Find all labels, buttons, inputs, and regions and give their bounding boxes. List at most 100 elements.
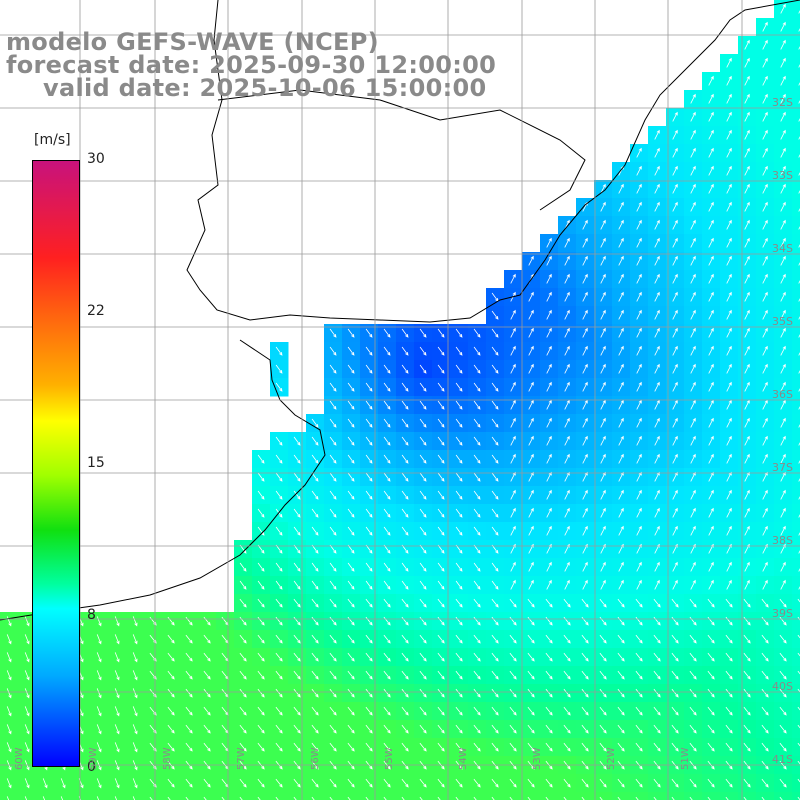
wind-vector bbox=[509, 670, 517, 680]
wind-vector bbox=[455, 400, 463, 410]
wind-vector bbox=[275, 796, 279, 800]
wind-vector bbox=[636, 309, 642, 320]
wind-vector bbox=[437, 778, 445, 788]
wind-vector bbox=[491, 670, 499, 680]
wind-vector bbox=[725, 688, 733, 698]
wind-vector bbox=[744, 219, 750, 230]
wind-vector bbox=[671, 652, 679, 662]
wind-vector bbox=[726, 75, 732, 86]
wind-vector bbox=[798, 352, 800, 356]
wind-vector bbox=[293, 508, 301, 518]
wind-vector bbox=[744, 57, 750, 68]
wind-vector bbox=[798, 10, 800, 14]
field-cell bbox=[792, 378, 800, 397]
wind-vector bbox=[510, 525, 516, 536]
wind-vector bbox=[617, 688, 625, 698]
wind-vector bbox=[383, 508, 391, 518]
wind-vector bbox=[618, 237, 624, 248]
wind-vector bbox=[491, 508, 499, 518]
field-cell bbox=[792, 306, 800, 325]
wind-vector bbox=[798, 172, 800, 176]
wind-vector bbox=[383, 778, 391, 788]
wind-vector bbox=[780, 363, 786, 374]
wind-vector bbox=[546, 237, 552, 248]
wind-vector bbox=[329, 472, 337, 482]
wind-vector bbox=[671, 742, 679, 752]
wind-vector bbox=[761, 670, 769, 680]
wind-vector bbox=[654, 453, 660, 464]
field-cell bbox=[684, 792, 703, 800]
wind-vector bbox=[564, 381, 570, 392]
wind-vector bbox=[275, 562, 283, 572]
field-cell bbox=[792, 738, 800, 757]
wind-vector bbox=[600, 255, 606, 266]
wind-vector bbox=[311, 634, 319, 644]
field-cell bbox=[792, 558, 800, 577]
wind-vector bbox=[744, 165, 750, 176]
wind-vector bbox=[581, 742, 589, 752]
wind-vector bbox=[347, 508, 355, 518]
wind-vector bbox=[24, 778, 30, 789]
wind-vector bbox=[708, 579, 714, 590]
wind-vector bbox=[383, 454, 391, 464]
wind-vector bbox=[275, 472, 283, 482]
wind-vector bbox=[563, 670, 571, 680]
wind-vector bbox=[311, 580, 319, 590]
lat-label: 35S bbox=[772, 315, 793, 328]
field-cell bbox=[270, 792, 289, 800]
wind-vector bbox=[275, 598, 283, 608]
wind-vector bbox=[635, 796, 639, 800]
wind-vector bbox=[528, 417, 534, 428]
wind-vector bbox=[672, 183, 678, 194]
wind-vector bbox=[798, 226, 800, 230]
wind-vector bbox=[708, 345, 714, 356]
wind-vector bbox=[329, 778, 337, 788]
wind-vector bbox=[239, 706, 247, 716]
wind-vector bbox=[635, 616, 643, 626]
wind-vector bbox=[365, 382, 373, 392]
wind-vector bbox=[510, 435, 516, 446]
wind-vector bbox=[636, 381, 642, 392]
wind-vector bbox=[780, 93, 786, 104]
wind-vector bbox=[455, 472, 463, 482]
wind-vector bbox=[762, 183, 768, 194]
wind-vector bbox=[762, 201, 768, 212]
wind-vector bbox=[582, 381, 588, 392]
wind-vector bbox=[636, 399, 642, 410]
wind-vector bbox=[329, 634, 337, 644]
wind-vector bbox=[726, 507, 732, 518]
wind-vector bbox=[203, 778, 211, 788]
field-cell bbox=[504, 792, 523, 800]
wind-vector bbox=[24, 724, 30, 735]
wind-vector bbox=[528, 363, 534, 374]
wind-vector bbox=[329, 382, 337, 392]
wind-vector bbox=[690, 237, 696, 248]
wind-vector bbox=[257, 652, 265, 662]
field-cell bbox=[54, 792, 73, 800]
wind-vector bbox=[726, 165, 732, 176]
wind-vector bbox=[546, 525, 552, 536]
field-cell bbox=[792, 432, 800, 451]
wind-vector bbox=[419, 796, 423, 800]
wind-vector bbox=[546, 561, 552, 572]
wind-vector bbox=[600, 453, 606, 464]
wind-vector bbox=[617, 634, 625, 644]
field-cell bbox=[792, 702, 800, 721]
wind-vector bbox=[582, 507, 588, 518]
wind-vector bbox=[671, 778, 679, 788]
wind-vector bbox=[509, 796, 513, 800]
wind-vector bbox=[510, 309, 516, 320]
wind-vector bbox=[672, 435, 678, 446]
wind-vector bbox=[491, 382, 499, 392]
wind-vector bbox=[780, 489, 786, 500]
wind-vector bbox=[527, 742, 535, 752]
wind-vector bbox=[600, 417, 606, 428]
wind-vector bbox=[708, 291, 714, 302]
wind-vector bbox=[798, 316, 800, 320]
wind-vector bbox=[329, 688, 337, 698]
wind-vector bbox=[708, 111, 714, 122]
wind-vector bbox=[582, 219, 588, 230]
wind-vector bbox=[582, 255, 588, 266]
colorbar-tick-30: 30 bbox=[87, 151, 105, 167]
wind-vector bbox=[635, 724, 643, 734]
